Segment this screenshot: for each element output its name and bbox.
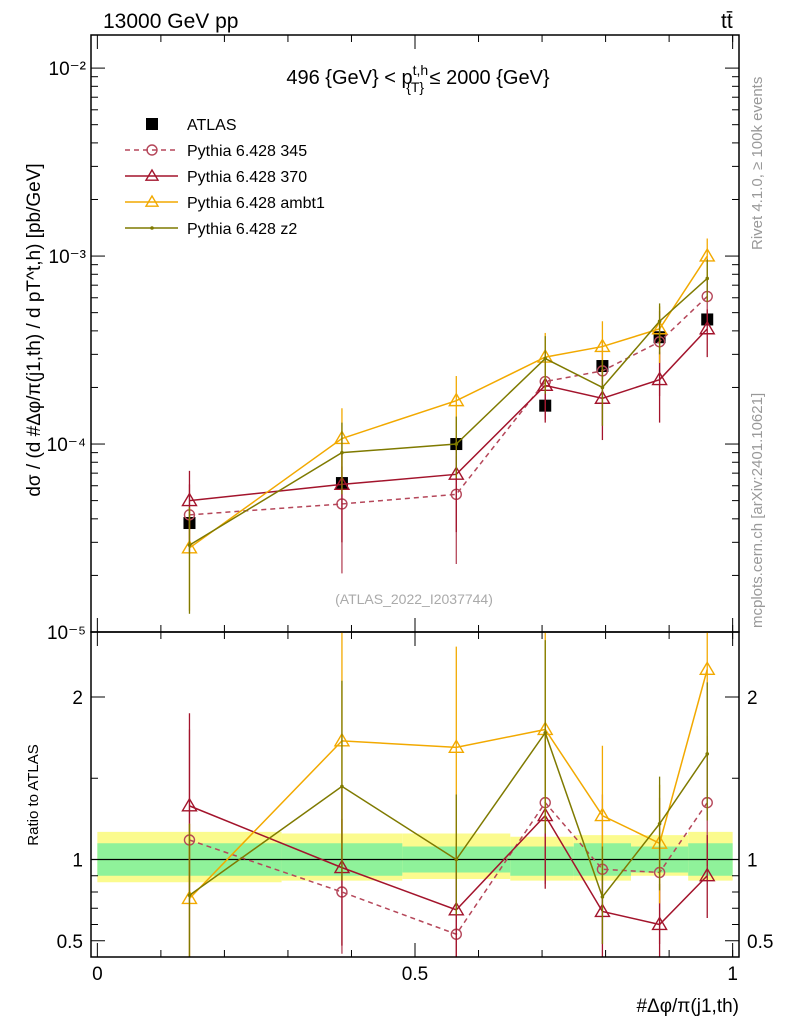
main-title: 496 {GeV} < pt,h {T} ≤ 2000 {GeV}	[286, 62, 550, 95]
series-line	[189, 328, 708, 502]
series-line	[189, 255, 708, 549]
legend-item: Pythia 6.428 345	[125, 143, 307, 160]
ratio-ytick-label: 0.5	[57, 932, 83, 953]
legend-label: Pythia 6.428 370	[187, 169, 307, 186]
data-point	[187, 543, 192, 547]
data-point	[144, 168, 160, 181]
legend-item: ATLAS	[146, 117, 237, 134]
data-point	[651, 371, 668, 386]
data-point	[705, 276, 710, 281]
data-point	[594, 807, 611, 822]
data-point	[448, 465, 465, 480]
x-axis-label: #Δφ/π(j1,th)	[636, 996, 739, 1017]
series-pythia-6-428-z2	[187, 640, 710, 957]
data-point	[448, 738, 465, 753]
data-point	[187, 893, 192, 898]
title-sub: {T}	[406, 79, 424, 95]
energy-label: 13000 GeV pp	[103, 10, 238, 33]
series-atlas	[183, 313, 714, 530]
legend-label: Pythia 6.428 ambt1	[187, 195, 325, 212]
data-point	[600, 385, 605, 390]
x-tick-label: 0.5	[402, 964, 428, 985]
data-point	[699, 320, 716, 335]
watermark: (ATLAS_2022_I2037744)	[335, 591, 493, 607]
main-ytick-label: 10⁻³	[49, 247, 87, 268]
legend: ATLAS Pythia 6.428 345 Pythia 6.428 370 Pyt…	[125, 117, 325, 238]
legend-item: Pythia 6.428 ambt1	[125, 194, 325, 212]
ratio-ytick-label: 1	[72, 851, 83, 872]
data-point	[181, 492, 198, 507]
data-point	[705, 752, 710, 756]
main-ylabel: dσ / (d #Δφ/π(j1,th) / d pT^t,h) [pb/GeV…	[24, 163, 45, 496]
data-point	[181, 797, 198, 812]
x-tick-label: 1	[727, 964, 738, 985]
series-pythia-6-428-ambt1	[181, 632, 716, 957]
main-ytick-label: 10⁻⁴	[47, 435, 86, 456]
data-point	[543, 356, 548, 361]
uncertainty-band-green	[510, 846, 574, 876]
main-ytick-label: 10⁻⁵	[47, 623, 86, 644]
data-point	[150, 226, 154, 230]
data-point	[651, 916, 668, 931]
data-point	[600, 895, 605, 899]
legend-label: Pythia 6.428 345	[187, 143, 307, 160]
title-pre: 496 {GeV} < p	[286, 67, 412, 89]
data-point	[340, 450, 344, 455]
data-point	[448, 901, 465, 916]
ratio-ytick-label: 2	[72, 688, 83, 709]
data-point	[699, 660, 716, 675]
legend-label: ATLAS	[187, 117, 237, 134]
series-pythia-6-428-370	[181, 309, 716, 543]
main-panel: (ATLAS_2022_I2037744) 496 {GeV} < pt,h {T…	[24, 34, 740, 644]
data-point	[543, 730, 548, 735]
data-point	[454, 442, 459, 446]
process-label: tt̄	[721, 10, 733, 33]
data-point	[699, 867, 716, 882]
ratio-ytick-label-right: 2	[747, 688, 758, 709]
series-pythia-6-428-ambt1	[181, 238, 716, 611]
legend-item: Pythia 6.428 z2	[125, 221, 297, 238]
data-point	[340, 784, 344, 789]
series-line	[189, 277, 708, 546]
data-point	[448, 392, 465, 407]
ratio-ytick-label-right: 1	[747, 851, 758, 872]
series-pythia-6-428-z2	[187, 259, 710, 614]
main-ytick-label: 10⁻²	[49, 59, 87, 80]
ratio-frame	[90, 631, 740, 958]
series-line	[189, 295, 708, 516]
data-point	[657, 319, 662, 324]
mcplots-label: mcplots.cern.ch [arXiv:2401.10621]	[749, 393, 766, 628]
ratio-panel: 0.5 0.5 1 1 2 2 0 0.5 1 Ratio to ATLAS #Δφ/π(j1,…	[25, 35, 773, 1017]
rivet-label: Rivet 4.1.0, ≥ 100k events	[749, 77, 766, 250]
ratio-ylabel: Ratio to ATLAS	[25, 744, 42, 845]
data-point	[146, 144, 158, 156]
data-point	[657, 821, 662, 826]
title-sup: t,h	[413, 62, 429, 78]
data-point	[594, 338, 611, 353]
data-point	[146, 118, 158, 130]
series-pythia-6-428-345	[183, 274, 713, 574]
ratio-ytick-label-right: 0.5	[747, 932, 773, 953]
data-point	[454, 857, 459, 862]
title-post: ≤ 2000 {GeV}	[424, 67, 550, 89]
legend-item: Pythia 6.428 370	[125, 168, 307, 186]
x-tick-label: 0	[92, 964, 103, 985]
data-point	[144, 194, 160, 207]
legend-label: Pythia 6.428 z2	[187, 221, 297, 238]
